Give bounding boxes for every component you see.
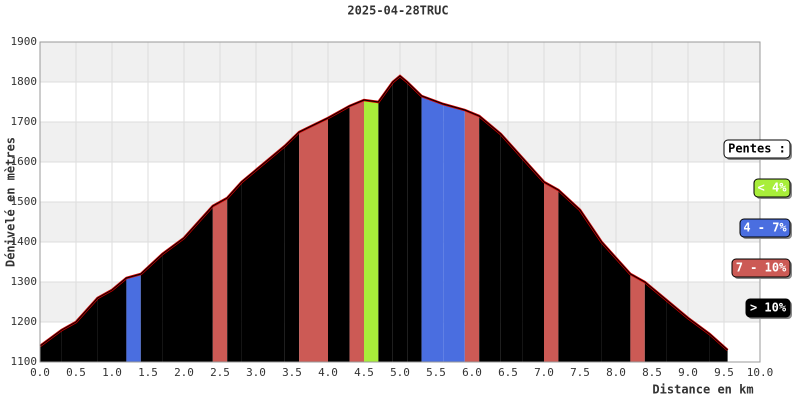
legend-item-label: 7 - 10% (736, 261, 787, 275)
slope-segment (140, 254, 163, 362)
x-tick-label: 1.0 (102, 366, 122, 379)
legend-item (731, 258, 791, 278)
y-tick-label: 1200 (11, 315, 38, 328)
x-tick-label: 10.0 (747, 366, 774, 379)
x-tick-label: 7.0 (534, 366, 554, 379)
slope-segment (500, 134, 523, 362)
slope-segment (349, 100, 364, 362)
plot-frame (39, 41, 761, 363)
slope-segment (112, 278, 127, 362)
x-tick-label: 2.5 (210, 366, 230, 379)
legend-item (739, 218, 791, 238)
slope-segment (212, 198, 228, 362)
y-tick-label: 1100 (11, 355, 38, 368)
slope-segment (407, 82, 422, 362)
slope-segment (644, 282, 667, 362)
x-tick-label: 5.0 (390, 366, 410, 379)
x-tick-label: 5.5 (426, 366, 446, 379)
legend-item (753, 178, 791, 198)
slope-segment (61, 322, 76, 362)
x-tick-label: 9.5 (714, 366, 734, 379)
x-tick-label: 8.5 (642, 366, 662, 379)
slope-segment (479, 116, 501, 362)
slope-segment (601, 242, 631, 362)
slope-segment (630, 274, 645, 362)
legend-item-label: > 10% (750, 301, 787, 315)
y-tick-label: 1900 (11, 35, 38, 48)
slope-segment (464, 110, 480, 362)
x-tick-label: 4.5 (354, 366, 374, 379)
y-tick-label: 1400 (11, 235, 38, 248)
slope-segment (709, 334, 728, 362)
slope-segment (443, 104, 465, 362)
x-tick-label: 6.5 (498, 366, 518, 379)
slope-segment (40, 330, 62, 362)
x-tick-label: 9.0 (678, 366, 698, 379)
slope-segment (97, 290, 112, 362)
x-tick-label: 0.0 (30, 366, 50, 379)
slope-segment (580, 210, 602, 362)
slope-segment (392, 76, 400, 362)
slope-segment (241, 170, 256, 362)
legend-item-label: < 4% (758, 181, 788, 195)
slope-segment (299, 118, 328, 362)
y-axis-label: Dénivelé en mètres (4, 137, 18, 267)
slope-segment (544, 182, 559, 362)
slope-segment (162, 238, 184, 362)
profile-edge (39, 75, 728, 351)
legend-item-label: 4 - 7% (743, 221, 787, 235)
y-tick-label: 1600 (11, 155, 38, 168)
slope-segment (378, 82, 393, 362)
x-tick-label: 2.0 (174, 366, 194, 379)
y-tick-label: 1700 (11, 115, 38, 128)
legend-title (723, 139, 791, 159)
x-tick-label: 3.0 (246, 366, 266, 379)
slope-segment (400, 76, 408, 362)
slope-segment (688, 318, 710, 362)
slope-segment (184, 206, 213, 362)
slope-segment (666, 300, 688, 362)
slope-segment (76, 298, 98, 362)
y-tick-label: 1800 (11, 75, 38, 88)
x-tick-label: 4.0 (318, 366, 338, 379)
slope-segment (328, 106, 350, 362)
x-tick-label: 3.5 (282, 366, 302, 379)
slope-segment (126, 274, 141, 362)
x-tick-label: 8.0 (606, 366, 626, 379)
y-tick-label: 1300 (11, 275, 38, 288)
slope-segment (284, 132, 300, 362)
slope-segment (522, 158, 544, 362)
chart-title: 2025-04-28TRUC (347, 4, 448, 18)
slope-segment (558, 190, 580, 362)
x-tick-label: 6.0 (462, 366, 482, 379)
y-tick-label: 1500 (11, 195, 38, 208)
x-tick-label: 7.5 (570, 366, 590, 379)
legend-item (745, 298, 791, 318)
slope-segment (256, 146, 285, 362)
slope-segment (227, 182, 242, 362)
x-tick-label: 0.5 (66, 366, 86, 379)
slope-segment (421, 96, 444, 362)
x-axis-label: Distance en km (652, 383, 753, 397)
x-tick-label: 1.5 (138, 366, 158, 379)
legend-title-label: Pentes : (728, 142, 786, 156)
slope-segment (364, 100, 379, 362)
